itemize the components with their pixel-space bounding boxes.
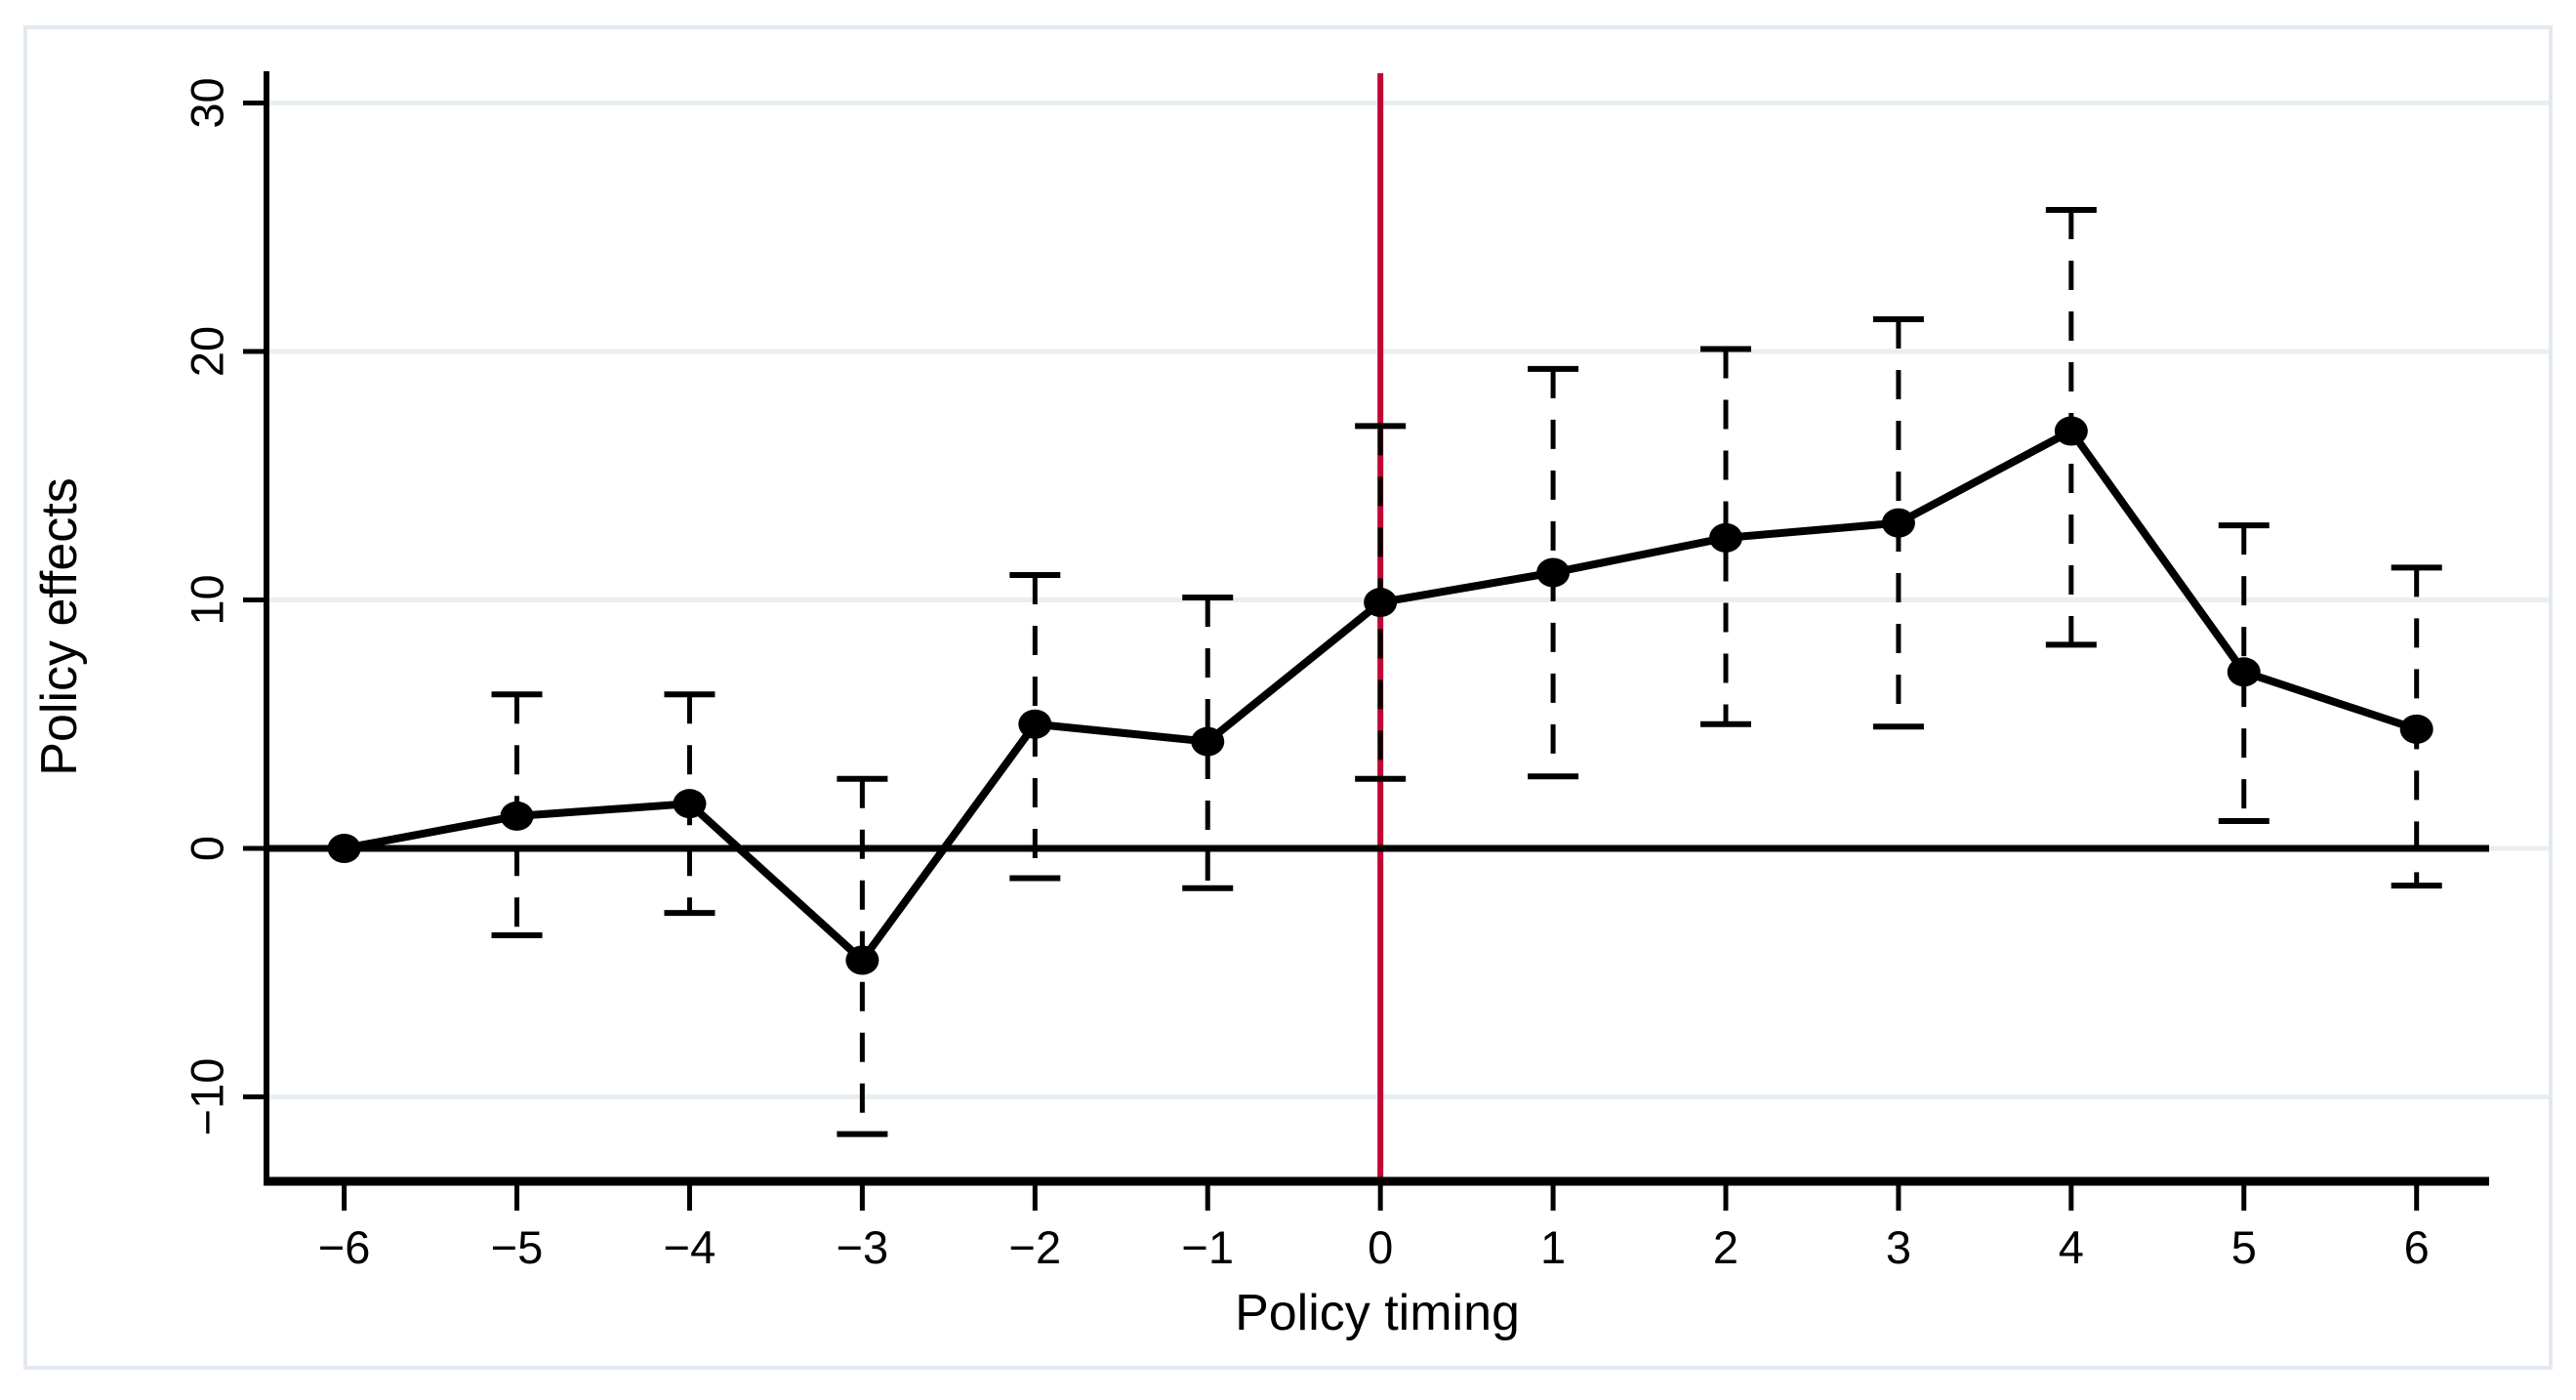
x-tick-label: 1 [1540, 1221, 1566, 1273]
x-tick-label: 5 [2231, 1221, 2257, 1273]
data-point-marker [500, 801, 534, 831]
x-tick-label: 6 [2404, 1221, 2430, 1273]
x-tick-label: 0 [1368, 1221, 1393, 1273]
axis-ticks [243, 101, 2420, 1211]
data-point-marker [1364, 588, 1398, 618]
data-point-marker [2054, 416, 2088, 446]
y-tick-label: 20 [182, 326, 233, 377]
data-point-marker [1536, 557, 1571, 588]
x-tick-label: 4 [2059, 1221, 2084, 1273]
data-point-marker [2227, 657, 2261, 687]
x-tick-label: −2 [1009, 1221, 1062, 1273]
x-tick-label: −3 [837, 1221, 889, 1273]
data-point-marker [327, 833, 361, 863]
figure-border [23, 25, 2553, 1370]
data-point-markers [327, 416, 2433, 975]
data-point-marker [2399, 714, 2433, 744]
x-tick-label: 3 [1886, 1221, 1911, 1273]
data-point-marker [673, 789, 707, 819]
axes [264, 71, 2489, 1186]
data-point-marker [1881, 508, 1915, 538]
y-tick-label: −10 [182, 1058, 233, 1136]
x-tick-label: −6 [318, 1221, 371, 1273]
data-point-marker [1709, 522, 1742, 553]
y-tick-label: 0 [182, 836, 233, 861]
y-axis-title: Policy effects [31, 477, 88, 775]
data-point-marker [1018, 709, 1052, 739]
data-point-marker [1191, 726, 1225, 757]
y-tick-label: 10 [182, 574, 233, 625]
x-tick-label: −1 [1181, 1221, 1234, 1273]
data-point-marker [845, 945, 879, 975]
x-axis-title: Policy timing [1235, 1285, 1520, 1341]
x-tick-label: 2 [1713, 1221, 1738, 1273]
x-tick-label: −4 [664, 1221, 716, 1273]
x-tick-label: −5 [491, 1221, 544, 1273]
y-tick-label: 30 [182, 77, 233, 128]
confidence-interval-whiskers [491, 206, 2442, 1137]
